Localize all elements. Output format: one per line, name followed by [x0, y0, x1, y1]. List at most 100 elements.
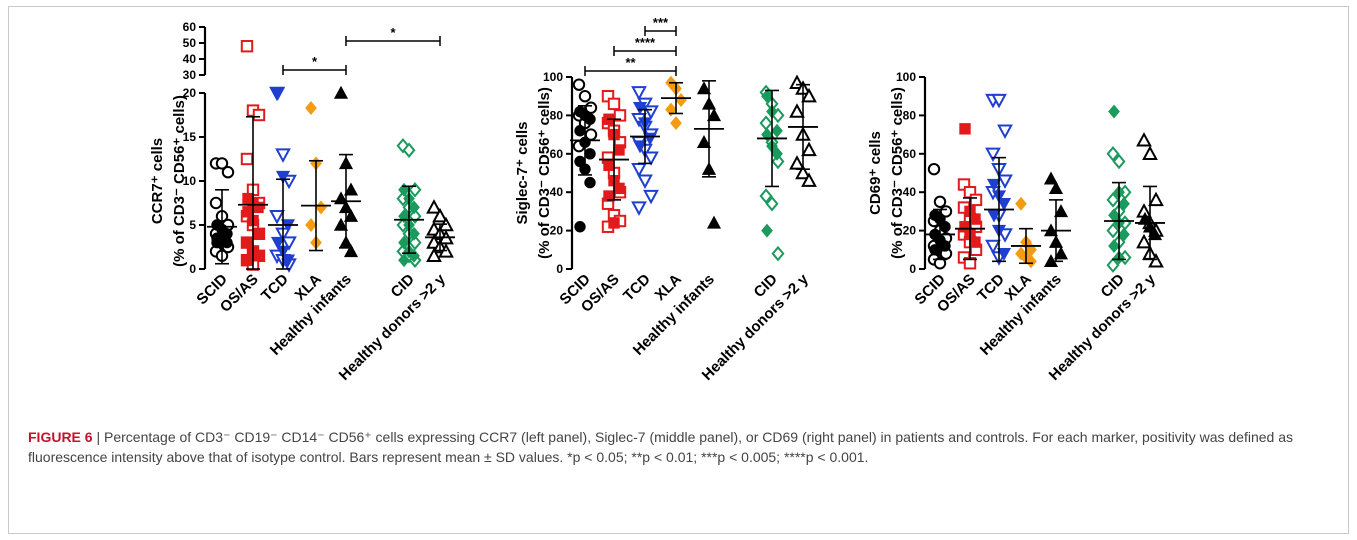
- data-point: [240, 40, 254, 53]
- y-tick-label: 5: [189, 218, 196, 232]
- data-point: [343, 208, 359, 222]
- y-tick-label: 60: [903, 147, 917, 161]
- y-tick-label: 30: [183, 68, 197, 82]
- data-point: [1053, 204, 1069, 218]
- data-point: [759, 115, 773, 131]
- series-5: [1104, 104, 1134, 273]
- series-6: [425, 199, 455, 262]
- data-point: [696, 135, 712, 148]
- series-1: [955, 123, 985, 270]
- data-point: [1142, 145, 1158, 160]
- x-tick-label: TCD: [258, 271, 292, 305]
- data-point: [269, 210, 285, 225]
- data-point: [607, 97, 621, 111]
- series-3: [1011, 196, 1041, 269]
- data-point: [1043, 171, 1059, 185]
- data-point: [252, 228, 264, 240]
- data-point: [408, 182, 422, 198]
- data-point: [997, 174, 1013, 189]
- data-point: [252, 250, 264, 262]
- data-point: [631, 86, 647, 101]
- series-5: [757, 84, 787, 262]
- data-point: [929, 244, 941, 256]
- significance-label: **: [625, 55, 636, 70]
- figure-caption: FIGURE 6 | Percentage of CD3⁻ CD19⁻ CD14…: [28, 427, 1338, 467]
- data-point: [343, 182, 359, 196]
- data-point: [1148, 253, 1164, 268]
- series-2: [630, 86, 660, 216]
- data-point: [1048, 181, 1064, 195]
- y-tick-label: 0: [909, 262, 916, 276]
- series-2: [268, 86, 298, 273]
- series-0: [925, 162, 955, 270]
- y-tick-label: 80: [550, 108, 564, 122]
- y-tick-label: 40: [183, 52, 197, 66]
- series-4: [331, 85, 361, 258]
- data-point: [1106, 222, 1120, 239]
- y-tick-label: 60: [550, 147, 564, 161]
- data-point: [408, 234, 422, 251]
- data-point: [985, 147, 1001, 163]
- data-point: [221, 236, 233, 249]
- series-0: [570, 78, 600, 233]
- data-point: [270, 87, 286, 101]
- data-point: [398, 253, 410, 268]
- data-point: [991, 93, 1007, 109]
- series-4: [1041, 171, 1071, 268]
- x-tick-label: TCD: [974, 271, 1008, 305]
- data-point: [584, 148, 596, 160]
- data-point: [675, 93, 687, 108]
- series-1: [238, 40, 268, 271]
- data-point: [696, 81, 712, 95]
- data-point: [343, 244, 359, 258]
- data-point: [801, 141, 817, 157]
- y-axis-label-units: (% of CD3⁻ CD56⁺ cells): [889, 87, 906, 259]
- series-2: [984, 93, 1014, 266]
- data-point: [574, 125, 586, 137]
- data-point: [215, 157, 229, 170]
- data-point: [771, 146, 783, 161]
- data-point: [632, 102, 648, 115]
- data-point: [584, 176, 596, 189]
- series-3: [661, 75, 691, 131]
- data-point: [281, 236, 297, 251]
- data-point: [1106, 146, 1120, 162]
- data-point: [270, 236, 286, 250]
- data-point: [939, 240, 951, 252]
- y-tick-label: 40: [550, 185, 564, 199]
- y-tick-label: 50: [183, 36, 197, 50]
- data-point: [398, 235, 410, 250]
- data-point: [1136, 132, 1152, 147]
- data-point: [933, 195, 947, 209]
- data-point: [969, 213, 981, 225]
- data-point: [1147, 227, 1163, 241]
- data-point: [275, 170, 291, 184]
- data-point: [789, 155, 805, 170]
- data-point: [986, 178, 1002, 192]
- chart-panel-left: 0 5 10 15 20 30 40 50 60 CCR7⁺ cells (% of CD3⁻ CD…: [149, 20, 455, 384]
- data-point: [771, 245, 785, 262]
- data-point: [801, 172, 817, 187]
- data-point: [574, 221, 586, 233]
- data-point: [608, 217, 620, 229]
- y-tick-label: 100: [896, 70, 916, 84]
- series-1: [599, 90, 629, 233]
- y-tick-label: 20: [183, 86, 197, 100]
- data-point: [643, 151, 659, 166]
- data-point: [572, 78, 586, 91]
- data-point: [211, 236, 223, 249]
- data-point: [643, 105, 659, 120]
- data-point: [305, 218, 317, 232]
- data-point: [1106, 192, 1120, 208]
- data-point: [209, 196, 223, 210]
- data-point: [1136, 233, 1152, 249]
- chart-panel-right: 0 20 40 60 80 100 CD69⁺ cells (% of CD3⁻ CD56⁺ …: [867, 70, 1165, 384]
- data-point: [632, 140, 648, 154]
- data-point: [631, 201, 647, 216]
- figure-label: FIGURE 6: [28, 429, 93, 445]
- series-3: [301, 100, 331, 252]
- data-point: [333, 217, 349, 231]
- data-point: [1025, 254, 1037, 269]
- data-point: [1112, 153, 1126, 170]
- data-point: [613, 109, 627, 122]
